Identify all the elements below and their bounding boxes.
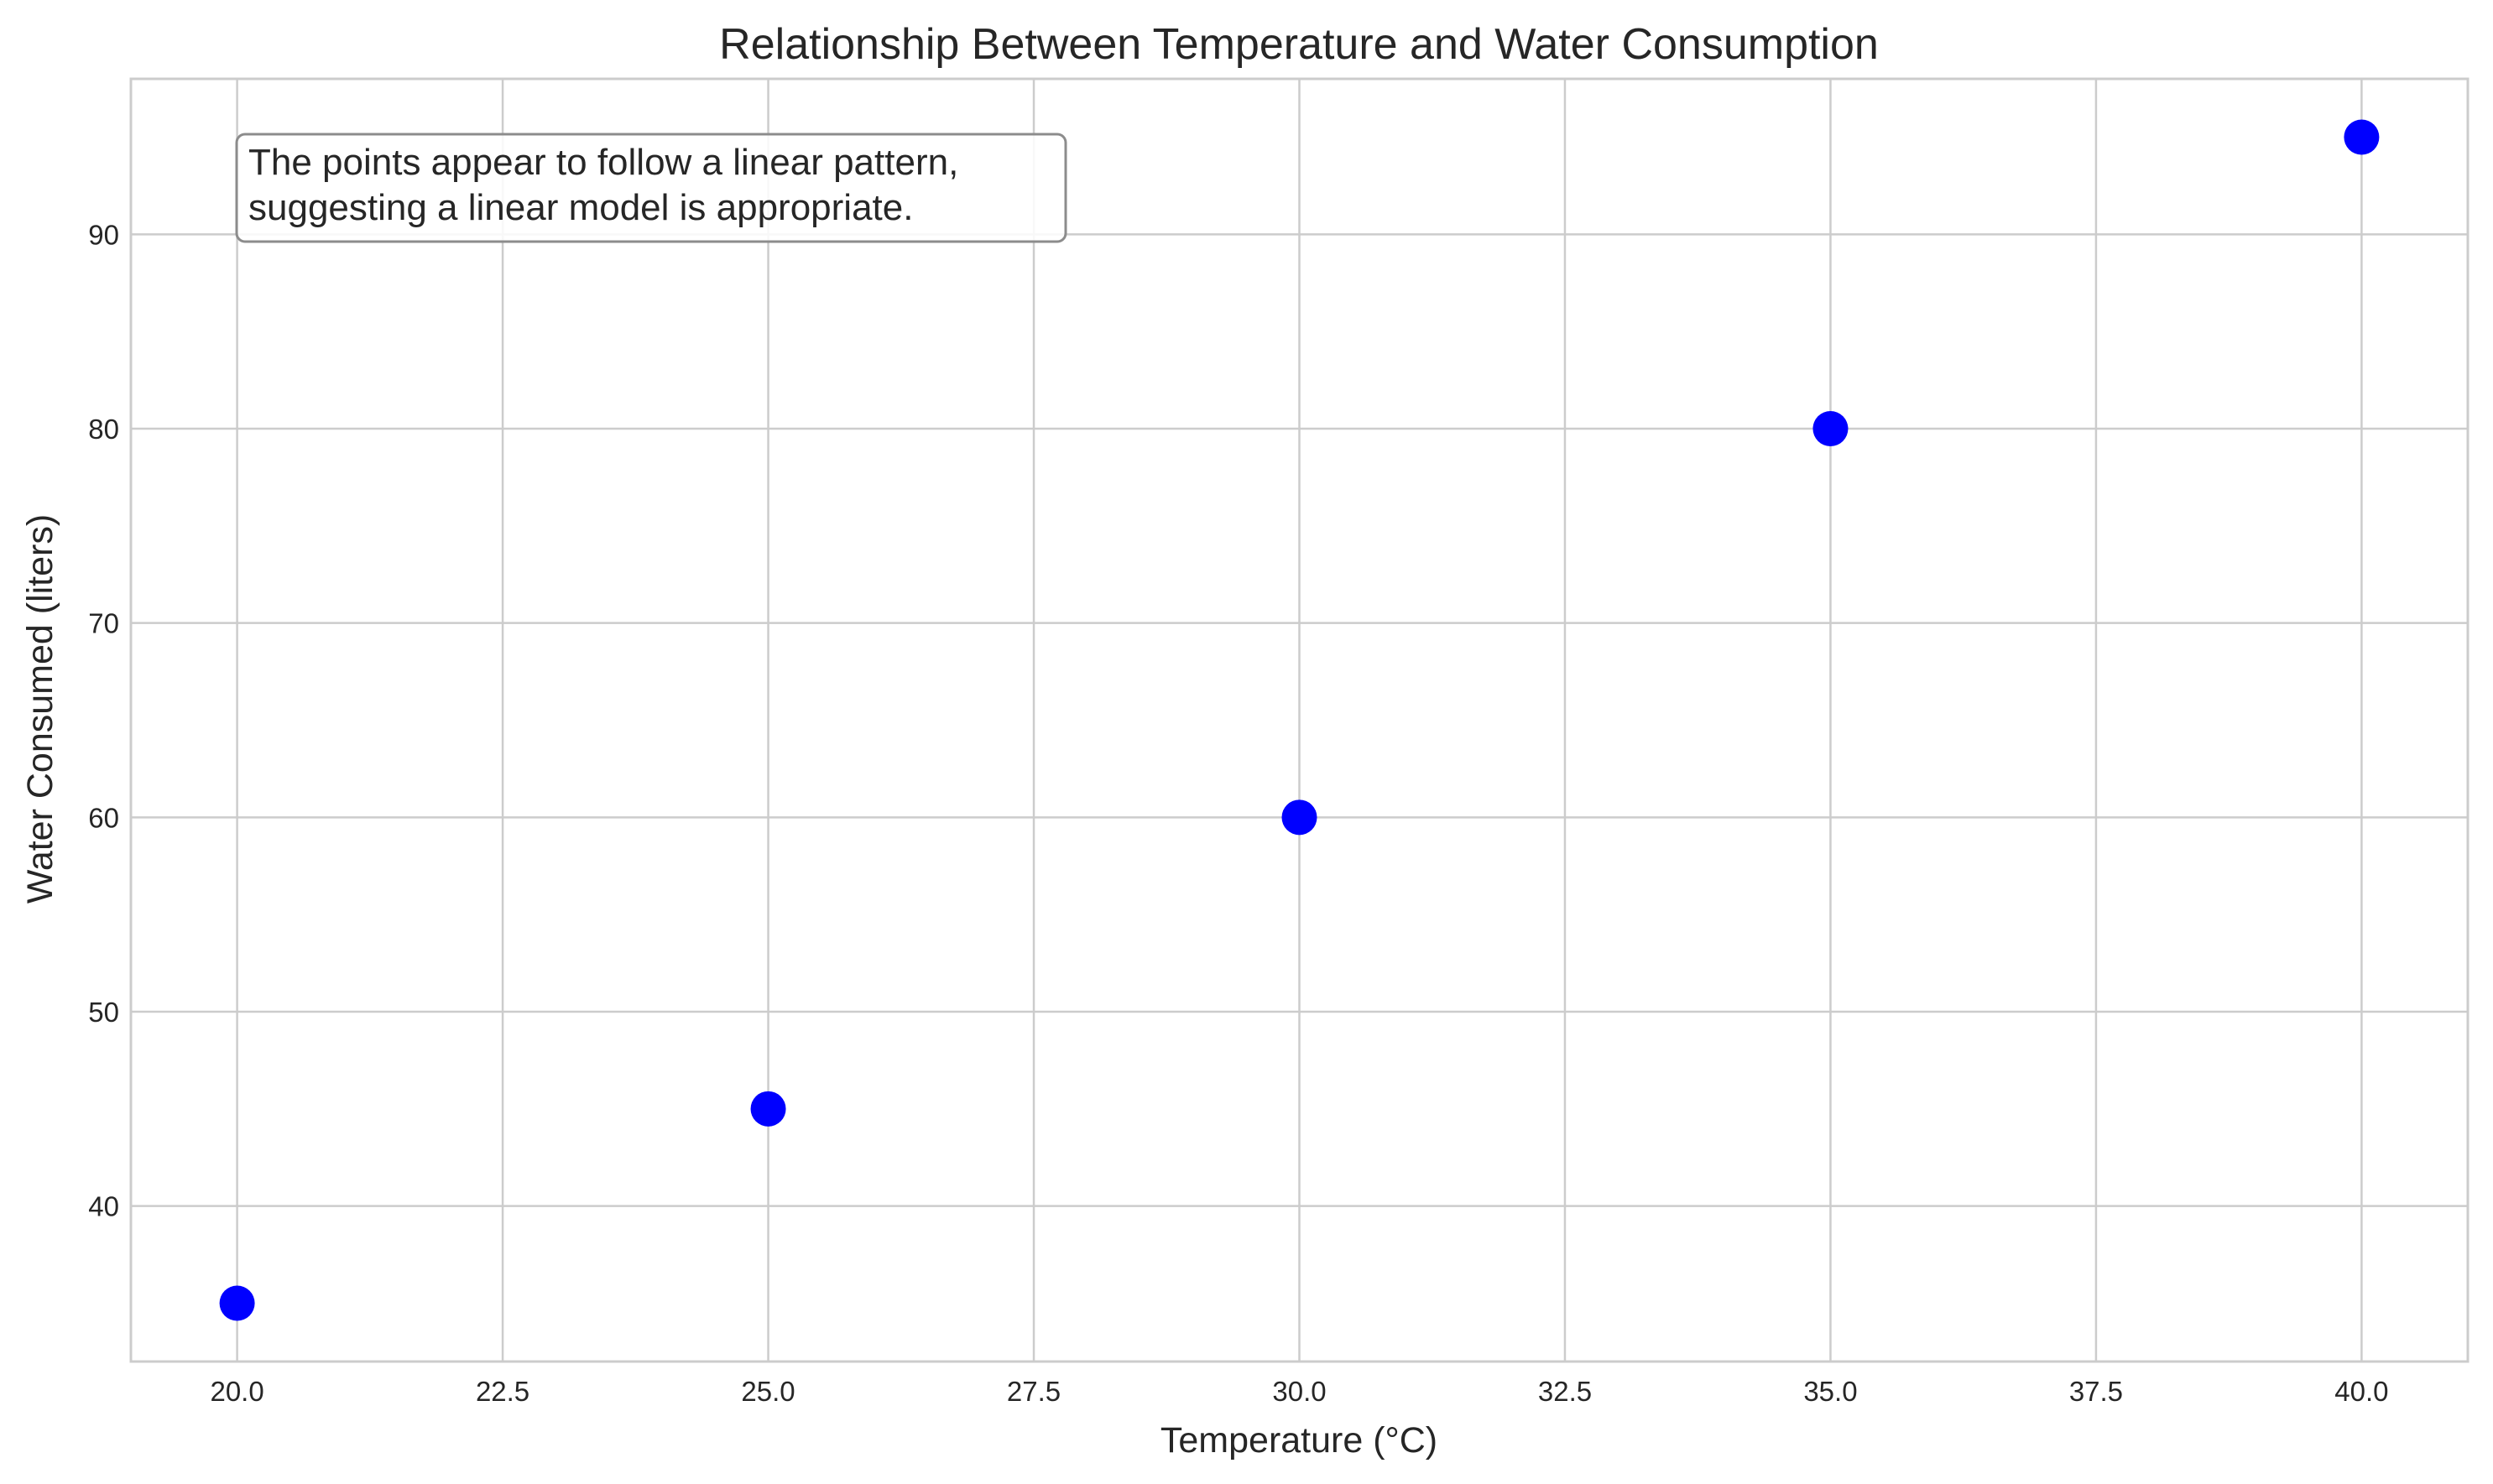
x-tick-label: 25.0 bbox=[741, 1376, 795, 1407]
y-tick-label: 80 bbox=[88, 414, 119, 445]
grid-lines bbox=[131, 79, 2468, 1362]
x-tick-label: 20.0 bbox=[210, 1376, 263, 1407]
x-tick-label: 37.5 bbox=[2069, 1376, 2123, 1407]
x-tick-label: 32.5 bbox=[1538, 1376, 1592, 1407]
x-axis-label: Temperature (°C) bbox=[1160, 1420, 1437, 1461]
y-tick-label: 70 bbox=[88, 608, 119, 639]
plot-frame bbox=[129, 77, 2470, 1363]
annotation-line-1: The points appear to follow a linear pat… bbox=[248, 142, 958, 183]
y-tick-label: 90 bbox=[88, 219, 119, 250]
x-tick-label: 40.0 bbox=[2334, 1376, 2388, 1407]
chart-title: Relationship Between Temperature and Wat… bbox=[719, 20, 1879, 69]
x-axis-ticks: 20.0 22.5 25.0 27.5 30.0 32.5 35.0 37.5 40.0 bbox=[210, 1376, 2388, 1407]
annotation-frame bbox=[235, 133, 1067, 243]
y-axis-ticks: 40 50 60 70 80 90 bbox=[88, 219, 119, 1221]
annotation-line-2: suggesting a linear model is appropriate… bbox=[248, 187, 913, 228]
y-tick-label: 60 bbox=[88, 802, 119, 833]
y-axis-label: Water Consumed (liters) bbox=[20, 514, 60, 903]
y-tick-label: 50 bbox=[88, 997, 119, 1028]
x-tick-label: 30.0 bbox=[1272, 1376, 1326, 1407]
x-tick-label: 22.5 bbox=[476, 1376, 529, 1407]
data-point bbox=[1812, 411, 1849, 446]
y-tick-label: 40 bbox=[88, 1191, 119, 1222]
data-points bbox=[219, 119, 2380, 1321]
annotation-box: The points appear to follow a linear pat… bbox=[235, 133, 1067, 243]
x-tick-label: 27.5 bbox=[1007, 1376, 1061, 1407]
data-point bbox=[219, 1285, 255, 1321]
data-point bbox=[750, 1091, 786, 1127]
data-point bbox=[1281, 799, 1317, 836]
data-point bbox=[2344, 119, 2380, 155]
x-tick-label: 35.0 bbox=[1803, 1376, 1857, 1407]
